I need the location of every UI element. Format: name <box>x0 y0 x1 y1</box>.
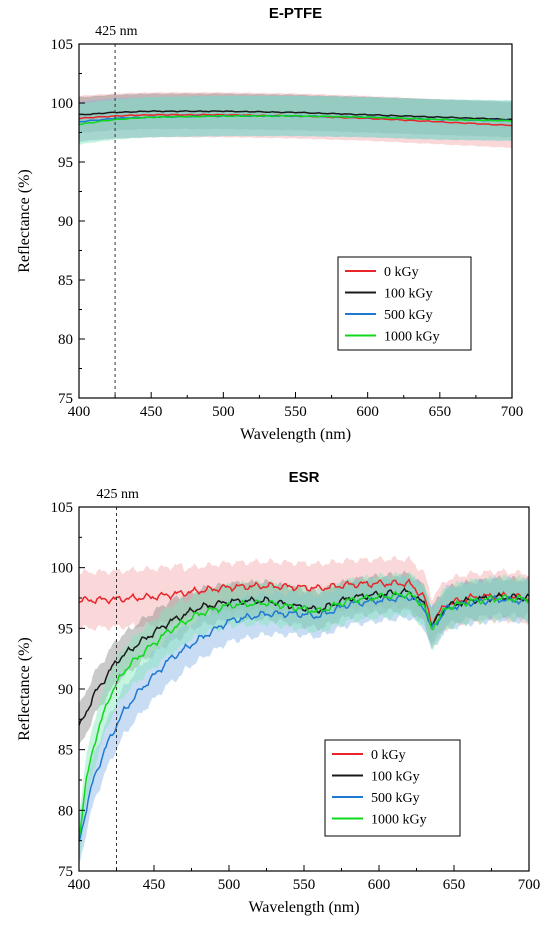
series-band-0-kgy <box>79 555 529 649</box>
x-tick-label: 500 <box>212 404 235 420</box>
y-tick-label: 100 <box>51 561 74 577</box>
x-tick-label: 400 <box>68 404 91 420</box>
legend-label: 100 kGy <box>384 287 433 302</box>
series-line-100-kgy <box>79 587 529 726</box>
y-tick-label: 105 <box>51 500 74 516</box>
x-tick-label: 550 <box>284 404 307 420</box>
reference-line-label: 425 nm <box>95 24 138 39</box>
y-tick-label: 75 <box>58 864 73 880</box>
y-tick-label: 95 <box>58 621 73 637</box>
legend-label: 0 kGy <box>384 265 419 280</box>
legend-box <box>324 739 461 837</box>
legend-label: 500 kGy <box>384 308 433 323</box>
chart-title: ESR <box>289 469 320 486</box>
x-tick-label: 650 <box>429 404 452 420</box>
series-line-500-kgy <box>79 592 529 842</box>
y-tick-label: 85 <box>58 743 73 759</box>
x-tick-label: 600 <box>356 404 379 420</box>
x-tick-label: 650 <box>443 877 466 893</box>
legend-label: 0 kGy <box>371 748 406 763</box>
y-axis-label: Reflectance (%) <box>16 637 33 740</box>
reference-line-label: 425 nm <box>97 487 140 502</box>
legend-label: 1000 kGy <box>384 330 440 345</box>
series-line-1000-kgy <box>79 114 512 126</box>
series-line-100-kgy <box>79 109 512 121</box>
y-tick-label: 75 <box>58 391 73 407</box>
y-tick-label: 95 <box>58 155 73 171</box>
series-band-0-kgy <box>79 91 512 148</box>
y-tick-label: 90 <box>58 214 73 230</box>
series-band-100-kgy <box>79 570 529 747</box>
legend-label: 500 kGy <box>371 791 420 806</box>
chart-panel-1: E-PTFE 425 nm 400 450 500 550 600 650 700 75 80 85 9… <box>16 5 523 443</box>
chart-title: E-PTFE <box>269 5 322 22</box>
x-axis-label: Wavelength (nm) <box>240 426 351 443</box>
x-tick-label: 450 <box>140 404 163 420</box>
y-tick-label: 90 <box>58 682 73 698</box>
y-tick-label: 85 <box>58 273 73 289</box>
legend-label: 1000 kGy <box>371 813 427 828</box>
legend-label: 100 kGy <box>371 770 420 785</box>
legend: 0 kGy 100 kGy 500 kGy 1000 kGy <box>337 256 472 351</box>
y-tick-label: 100 <box>51 96 74 112</box>
x-tick-label: 700 <box>501 404 524 420</box>
plot-area <box>79 91 512 148</box>
x-tick-label: 700 <box>518 877 541 893</box>
x-tick-label: 550 <box>293 877 316 893</box>
y-tick-label: 105 <box>51 37 74 53</box>
x-tick-label: 500 <box>218 877 241 893</box>
chart-panel-2: ESR 425 nm 400 450 500 550 600 650 700 75 80 85 90 95… <box>16 469 540 916</box>
series-line-0-kgy <box>79 578 529 626</box>
x-tick-label: 600 <box>368 877 391 893</box>
x-tick-label: 400 <box>68 877 91 893</box>
x-tick-label: 450 <box>143 877 166 893</box>
series-line-1000-kgy <box>79 590 529 840</box>
y-axis-label: Reflectance (%) <box>16 169 33 272</box>
y-tick-label: 80 <box>58 803 73 819</box>
series-band-1000-kgy <box>79 95 512 145</box>
plot-area <box>79 555 529 866</box>
legend: 0 kGy 100 kGy 500 kGy 1000 kGy <box>324 739 461 837</box>
x-axis-label: Wavelength (nm) <box>248 899 359 916</box>
y-tick-label: 80 <box>58 332 73 348</box>
series-band-500-kgy <box>79 95 512 142</box>
